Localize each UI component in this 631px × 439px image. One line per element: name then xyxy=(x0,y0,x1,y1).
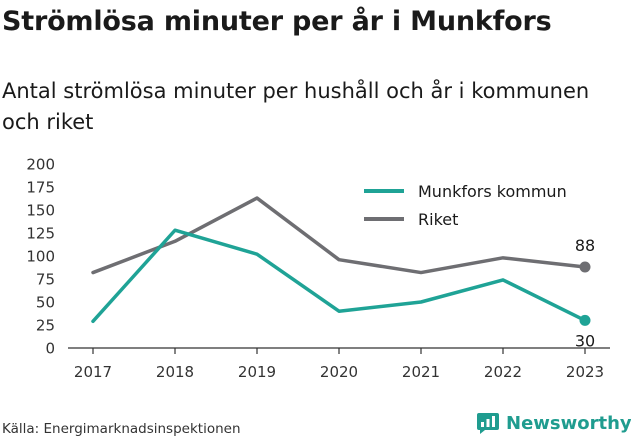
x-tick-label: 2020 xyxy=(320,363,358,381)
end-point-munkfors xyxy=(579,314,591,326)
legend-background xyxy=(355,174,603,238)
x-tick-label: 2021 xyxy=(402,363,440,381)
x-tick-label: 2017 xyxy=(74,363,112,381)
brand-logo: Newsworthy xyxy=(476,408,631,438)
series-lines xyxy=(91,196,587,324)
end-point-riket xyxy=(579,261,591,273)
y-tick-label: 150 xyxy=(26,202,55,220)
y-axis: 0 25 50 75 100 125 150 175 200 xyxy=(26,156,55,358)
y-tick-label: 50 xyxy=(36,294,55,312)
y-tick-label: 75 xyxy=(36,271,55,289)
end-markers: 30 88 xyxy=(575,236,595,350)
x-tick-label: 2023 xyxy=(566,363,604,381)
x-tick-label: 2018 xyxy=(156,363,194,381)
legend-label-munkfors: Munkfors kommun xyxy=(418,182,567,201)
end-value-label-riket: 88 xyxy=(575,236,595,255)
y-tick-label: 125 xyxy=(26,225,55,243)
legend: Munkfors kommun Riket xyxy=(355,174,603,238)
chart-subtitle: Antal strömlösa minuter per hushåll och … xyxy=(2,79,590,134)
y-tick-label: 25 xyxy=(36,317,55,335)
end-value-label-munkfors: 30 xyxy=(575,331,595,350)
y-tick-label: 100 xyxy=(26,248,55,266)
x-tick-label: 2022 xyxy=(484,363,522,381)
y-tick-label: 200 xyxy=(26,156,55,174)
x-tick-label: 2019 xyxy=(238,363,276,381)
x-axis: 2017 2018 2019 2020 2021 2022 2023 xyxy=(68,347,610,381)
brand-name: Newsworthy xyxy=(506,412,631,434)
source-note: Källa: Energimarknadsinspektionen xyxy=(2,421,241,437)
series-line-riket xyxy=(91,196,587,275)
chart-title: Strömlösa minuter per år i Munkfors xyxy=(2,6,552,37)
series-line-munkfors xyxy=(91,228,587,324)
y-tick-label: 175 xyxy=(26,179,55,197)
y-tick-label: 0 xyxy=(45,340,55,358)
newsworthy-logo-icon xyxy=(477,413,499,434)
legend-label-riket: Riket xyxy=(418,210,458,229)
